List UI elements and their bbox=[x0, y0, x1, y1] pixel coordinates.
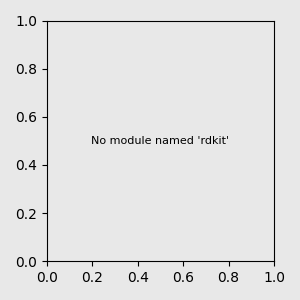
Text: No module named 'rdkit': No module named 'rdkit' bbox=[91, 136, 230, 146]
